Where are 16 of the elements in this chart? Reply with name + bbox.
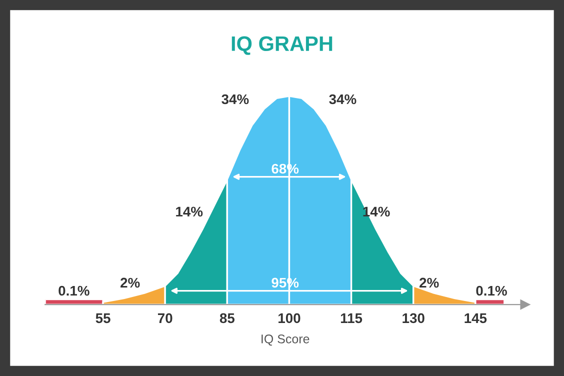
annotation: 0.1% — [476, 286, 507, 296]
x-axis-title: IQ Score — [262, 334, 310, 346]
x-tick-label: 115 — [340, 313, 362, 324]
annotation: 0.1% — [58, 286, 90, 296]
x-tick-label: 70 — [158, 313, 172, 324]
x-tick-label: 100 — [278, 313, 300, 324]
annotation: 34% — [222, 94, 249, 104]
x-tick-label: 55 — [96, 313, 110, 324]
x-tick-label: 145 — [464, 313, 487, 324]
x-tick-label: 130 — [402, 313, 424, 324]
annotation: 34% — [329, 94, 356, 104]
annotation: 14% — [176, 206, 203, 217]
annotation: 2% — [420, 278, 439, 288]
x-tick-label: 85 — [220, 313, 235, 324]
annotation: 2% — [120, 278, 140, 288]
chart-title: IQ GRAPH — [232, 36, 332, 55]
